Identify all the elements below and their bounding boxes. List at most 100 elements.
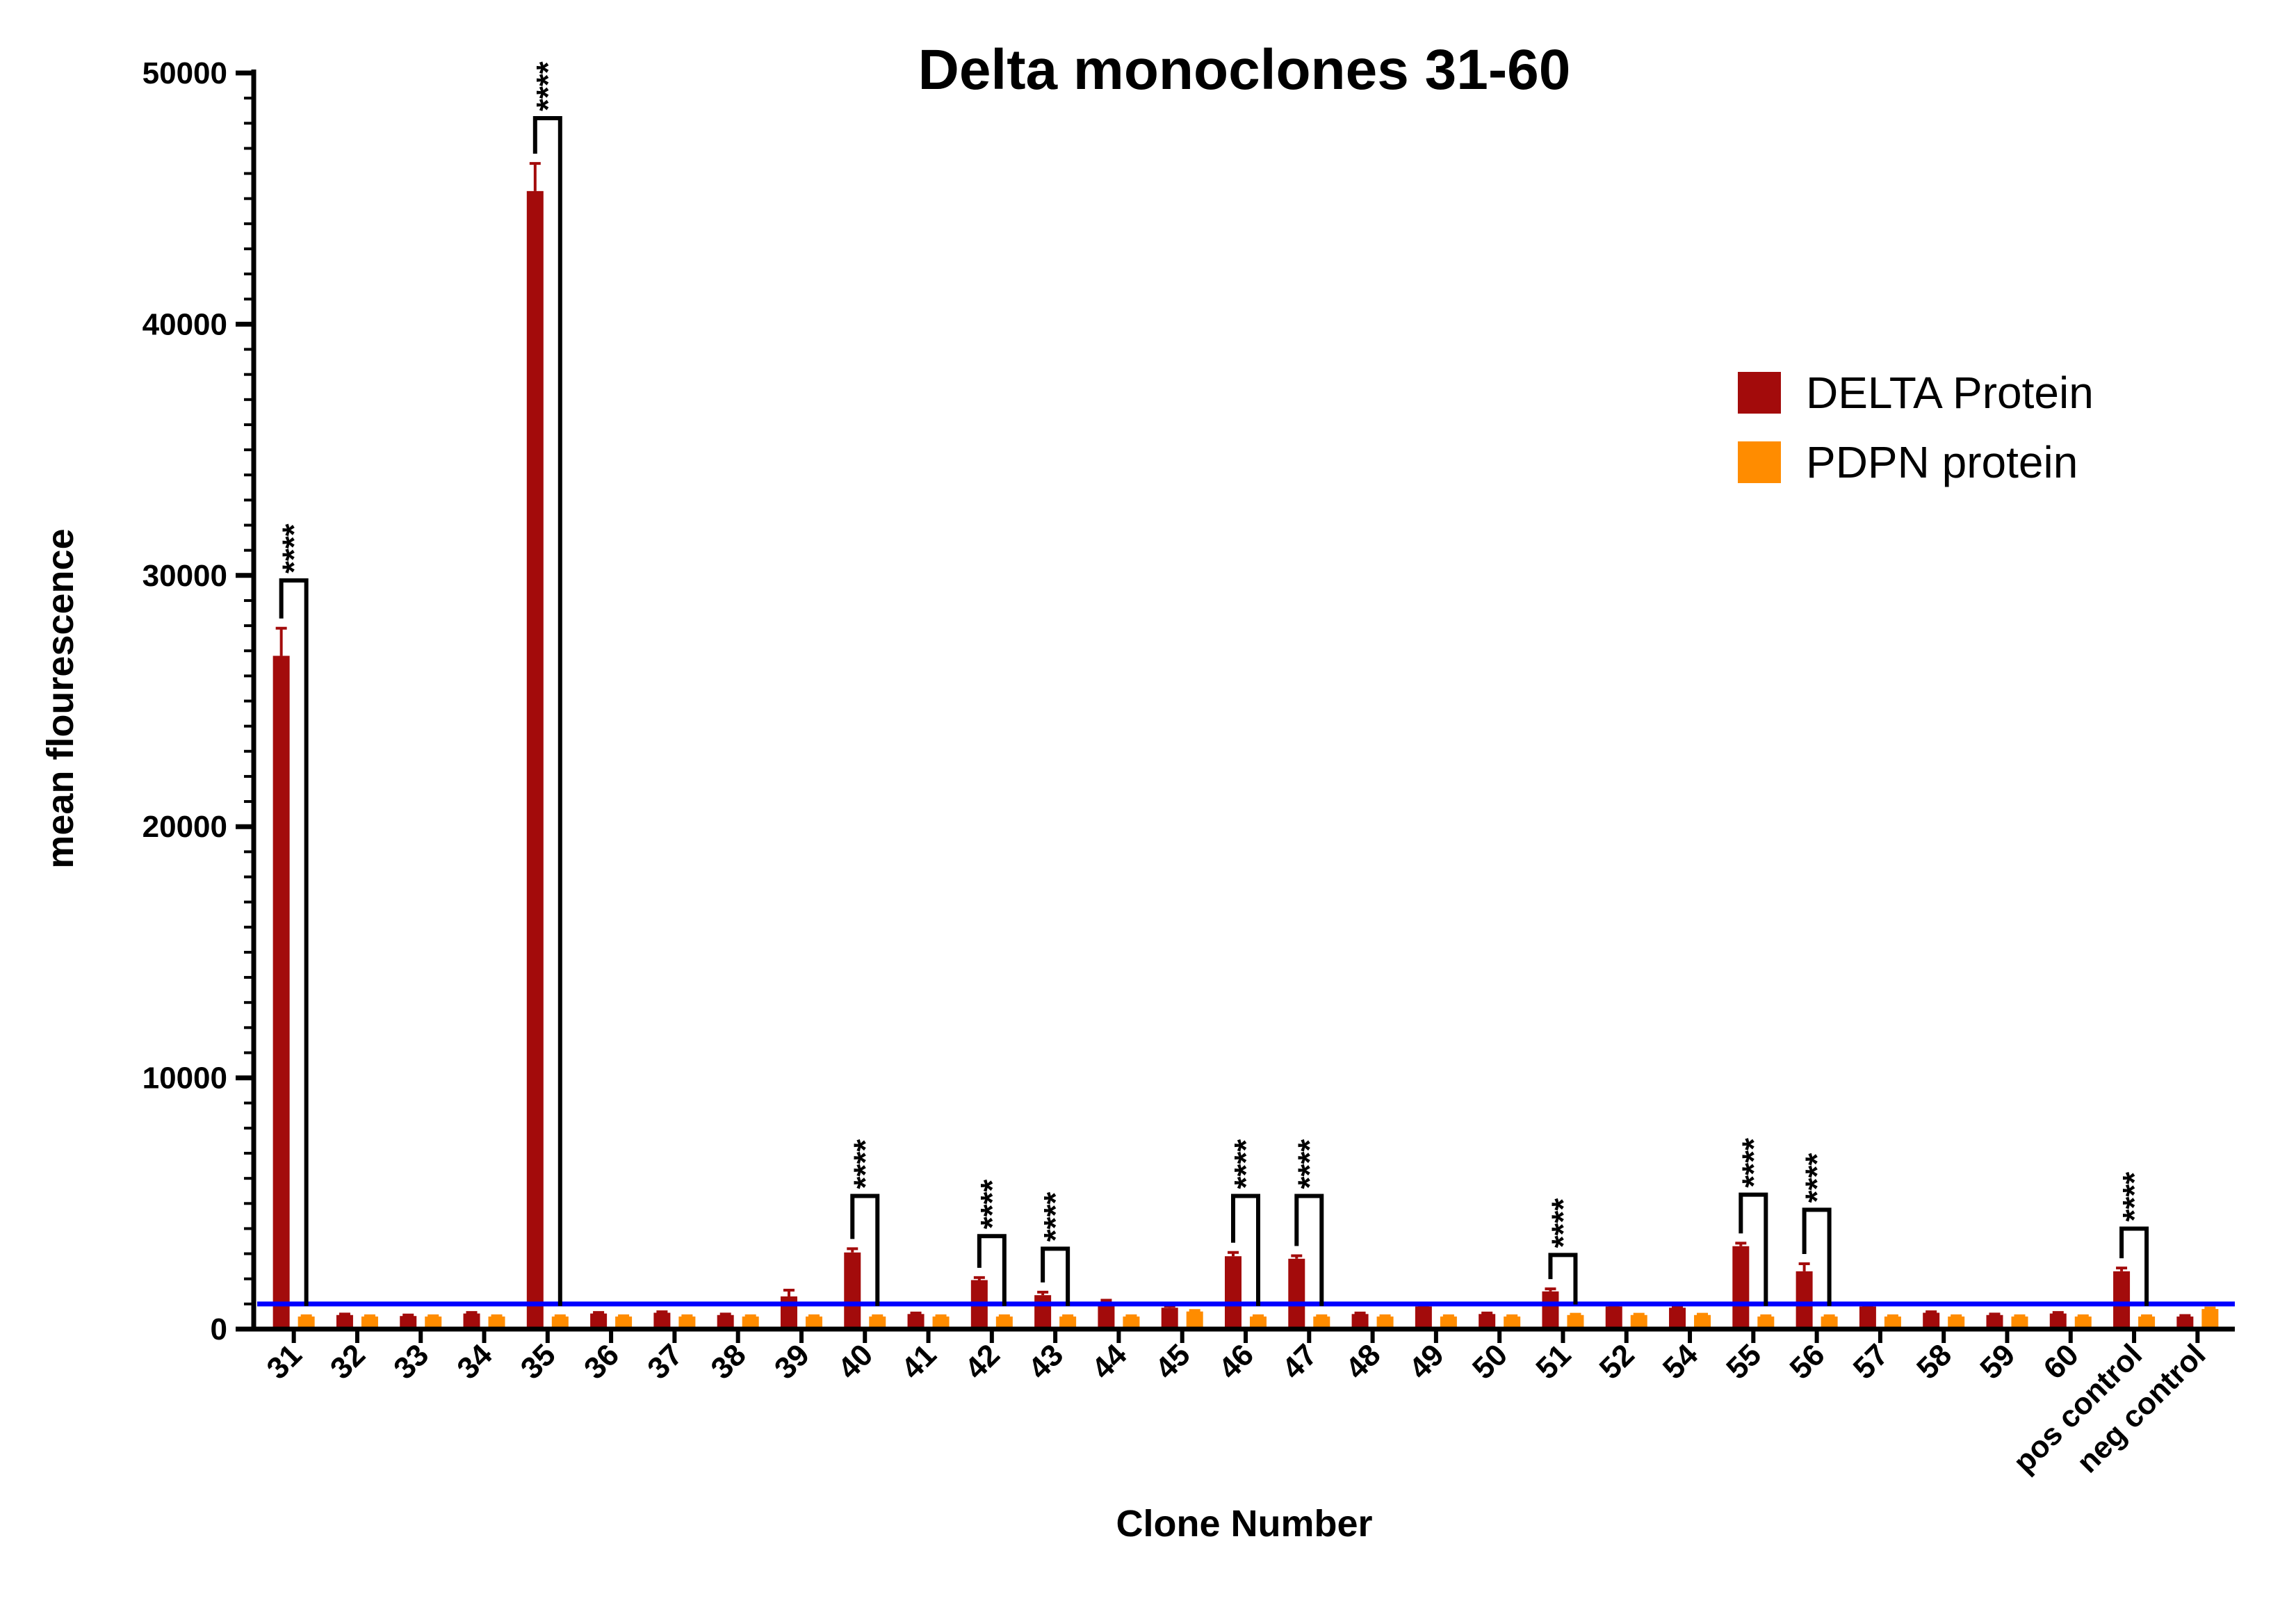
significance-label: **** <box>847 1139 883 1189</box>
x-tick-label: 36 <box>578 1337 626 1385</box>
x-tick-label: 48 <box>1339 1337 1387 1385</box>
bar-delta-36 <box>590 1313 608 1329</box>
x-tick-label: 35 <box>514 1337 562 1385</box>
bar-delta-43 <box>1034 1295 1052 1329</box>
x-tick-label: 37 <box>641 1337 689 1385</box>
significance-bracket <box>279 578 309 1306</box>
x-tick-label: 33 <box>387 1337 435 1385</box>
bar-delta-32 <box>336 1314 353 1329</box>
y-tick-label: 30000 <box>143 559 227 593</box>
x-tick-label: 42 <box>959 1337 1007 1385</box>
bar-pdpn-51 <box>1567 1314 1584 1329</box>
bar-pdpn-43 <box>1059 1316 1077 1329</box>
bar-pdpn-39 <box>805 1316 822 1329</box>
bar-delta-56 <box>1796 1271 1813 1329</box>
y-tick-label: 50000 <box>143 56 227 90</box>
y-tick-label: 0 <box>211 1312 227 1346</box>
bar-delta-34 <box>463 1313 480 1329</box>
x-tick-label: 47 <box>1276 1337 1324 1385</box>
bar-pdpn-47 <box>1313 1316 1330 1329</box>
bar-delta-39 <box>780 1296 797 1329</box>
bar-pdpn-57 <box>1884 1316 1901 1329</box>
significance-bracket <box>532 116 562 1306</box>
x-tick-label: 43 <box>1022 1337 1070 1385</box>
bar-pdpn-45 <box>1186 1311 1203 1329</box>
bar-pdpn-33 <box>425 1316 442 1329</box>
x-tick-label: 38 <box>704 1337 752 1385</box>
bar-pdpn-46 <box>1250 1316 1267 1329</box>
significance-label: **** <box>1291 1139 1327 1189</box>
x-tick-label: 57 <box>1847 1337 1895 1385</box>
bar-pdpn-35 <box>551 1316 569 1329</box>
x-tick-label: 31 <box>260 1337 308 1385</box>
bar-pdpn-36 <box>615 1316 633 1329</box>
significance-bracket <box>1548 1253 1578 1305</box>
bar-pdpn-37 <box>678 1316 696 1329</box>
bar-pdpn-pos-control <box>2138 1316 2156 1329</box>
bar-delta-52 <box>1605 1306 1622 1329</box>
bar-delta-49 <box>1415 1306 1432 1329</box>
bar-pdpn-56 <box>1821 1316 1838 1329</box>
bar-pdpn-52 <box>1630 1314 1647 1329</box>
significance-bracket <box>977 1234 1007 1306</box>
significance-bracket <box>1041 1246 1070 1306</box>
legend-label-delta: DELTA Protein <box>1806 368 2094 418</box>
significance-bracket <box>1294 1194 1324 1306</box>
bar-delta-35 <box>526 190 544 1329</box>
significance-label: **** <box>1735 1138 1771 1188</box>
x-tick-label: 56 <box>1783 1337 1831 1385</box>
bar-delta-37 <box>653 1312 671 1329</box>
bar-delta-59 <box>1986 1314 2003 1329</box>
bar-pdpn-58 <box>1948 1316 1965 1329</box>
significance-label: **** <box>974 1180 1010 1230</box>
x-tick-label: 49 <box>1403 1337 1451 1385</box>
bar-delta-48 <box>1351 1314 1369 1329</box>
y-tick-label: 40000 <box>143 307 227 341</box>
x-tick-label: 45 <box>1149 1337 1197 1385</box>
x-tick-label: 59 <box>1973 1337 2021 1385</box>
significance-label: **** <box>1545 1198 1581 1248</box>
bar-delta-57 <box>1859 1306 1876 1329</box>
bar-delta-40 <box>844 1252 861 1329</box>
significance-bracket <box>850 1194 880 1306</box>
bar-delta-55 <box>1732 1246 1750 1329</box>
x-tick-label: 54 <box>1656 1337 1705 1386</box>
x-tick-label: 51 <box>1529 1337 1577 1385</box>
bar-delta-51 <box>1542 1291 1559 1329</box>
bars-layer <box>272 162 2219 1329</box>
significance-label: **** <box>276 523 312 573</box>
y-axis-title: mean flourescence <box>40 528 81 868</box>
significance-layer: **** **** **** **** **** **** **** **** **** ****… <box>276 61 2152 1306</box>
bar-pdpn-60 <box>2074 1316 2092 1329</box>
bar-pdpn-49 <box>1440 1316 1457 1329</box>
legend-swatch-delta <box>1738 372 1781 414</box>
bar-pdpn-31 <box>298 1316 315 1329</box>
bar-delta-38 <box>717 1314 734 1329</box>
bar-pdpn-38 <box>742 1316 759 1329</box>
bar-pdpn-54 <box>1694 1314 1711 1329</box>
bar-delta-45 <box>1161 1308 1178 1329</box>
significance-bracket <box>2119 1226 2149 1306</box>
bar-pdpn-41 <box>932 1316 950 1329</box>
significance-label: **** <box>1037 1192 1073 1242</box>
chart-title: Delta monoclones 31-60 <box>918 38 1571 101</box>
y-tick-label: 20000 <box>143 810 227 844</box>
bar-delta-44 <box>1098 1303 1115 1329</box>
significance-bracket <box>1802 1207 1832 1306</box>
bar-delta-50 <box>1479 1314 1496 1329</box>
significance-label: **** <box>2116 1172 2152 1222</box>
x-axis-title: Clone Number <box>1116 1503 1372 1545</box>
significance-label: **** <box>1799 1153 1835 1203</box>
bar-delta-46 <box>1225 1256 1241 1329</box>
bar-pdpn-32 <box>361 1316 378 1329</box>
bar-pdpn-44 <box>1123 1316 1140 1329</box>
bar-delta-33 <box>400 1316 417 1329</box>
significance-label: **** <box>530 61 566 111</box>
x-tick-label: 34 <box>450 1337 499 1386</box>
x-tick-label: 39 <box>768 1337 816 1385</box>
x-tick-label: 32 <box>324 1337 372 1385</box>
bar-pdpn-40 <box>869 1316 886 1329</box>
bar-delta-31 <box>272 656 290 1329</box>
